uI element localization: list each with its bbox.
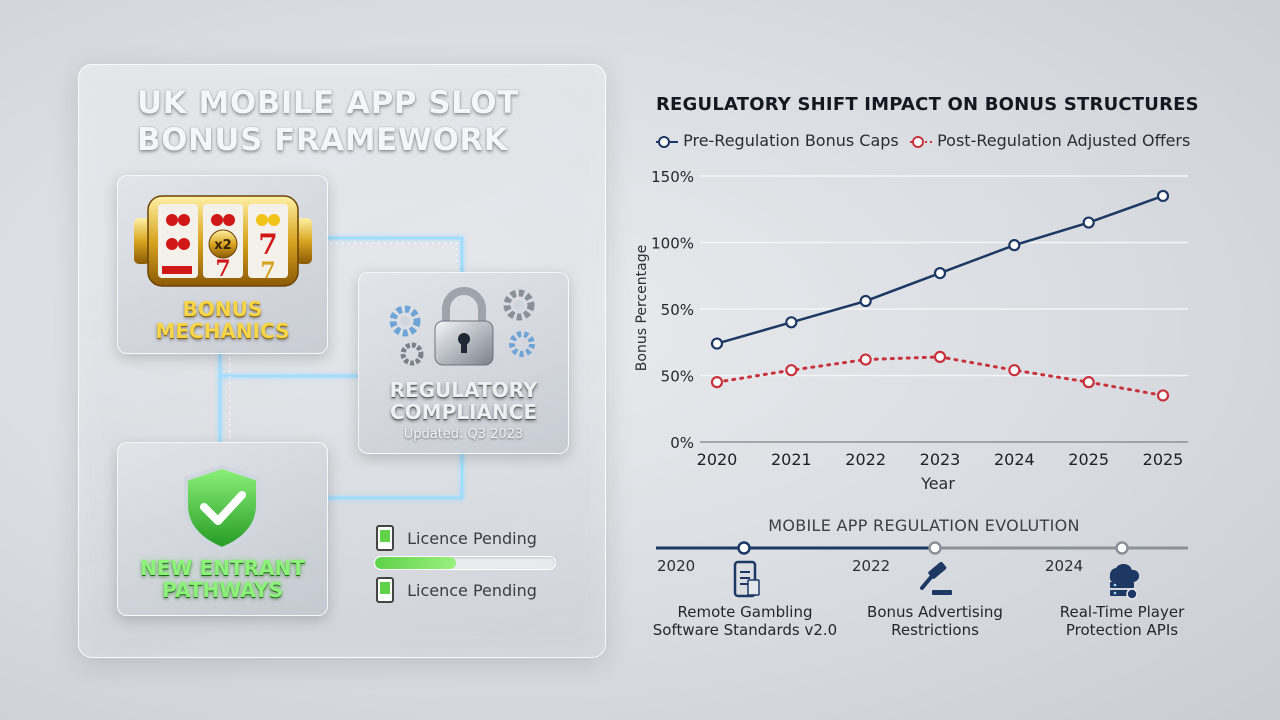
legend-item-post[interactable]: Post-Regulation Adjusted Offers	[910, 131, 1190, 150]
new-entrant-line2: PATHWAYS	[162, 578, 283, 602]
gavel-icon	[920, 561, 952, 595]
x-axis-label: Year	[920, 474, 955, 493]
chart-title: REGULATORY SHIFT IMPACT ON BONUS STRUCTU…	[656, 94, 1199, 115]
framework-title-line2: BONUS FRAMEWORK	[137, 122, 509, 158]
download-phone-icon	[376, 525, 394, 551]
y-tick-label: 150%	[651, 168, 694, 186]
licence-status-text: Licence Pending	[407, 580, 537, 600]
bonus-mechanics-line1: BONUS	[182, 297, 263, 321]
new-entrant-card[interactable]: NEW ENTRANT PATHWAYS	[117, 442, 328, 616]
data-point[interactable]	[785, 316, 798, 329]
shield-check-icon	[184, 464, 260, 552]
timeline-node	[928, 541, 942, 555]
gear-icon	[503, 289, 535, 321]
slot-machine-icon: x2 7 7 7	[134, 195, 312, 287]
x-tick-label: 2024	[994, 450, 1035, 469]
gear-icon	[400, 342, 424, 366]
cloud-server-icon	[1109, 563, 1140, 600]
regulatory-compliance-label: REGULATORY COMPLIANCE	[359, 379, 568, 423]
timeline-event-line: Restrictions	[891, 621, 979, 639]
timeline-event-line: Bonus Advertising	[867, 603, 1003, 621]
x-tick-label: 2020	[697, 450, 738, 469]
svg-text:7: 7	[215, 256, 230, 282]
licence-status-row: Licence Pending	[376, 577, 537, 603]
y-tick-label: 0%	[670, 434, 694, 452]
x-tick-label: 2022	[845, 450, 886, 469]
data-point[interactable]	[859, 294, 872, 308]
framework-title-line1: UK MOBILE APP SLOT	[137, 85, 519, 121]
timeline-year: 2020	[657, 557, 696, 575]
svg-text:7: 7	[260, 258, 275, 284]
compliance-updated-text: Updated: Q3 2023	[403, 427, 524, 442]
regulatory-compliance-line1: REGULATORY	[389, 378, 538, 402]
timeline-year: 2022	[852, 557, 891, 575]
framework-title: UK MOBILE APP SLOT BONUS FRAMEWORK	[137, 85, 557, 159]
licence-progress-bar	[374, 556, 556, 570]
svg-text:7: 7	[258, 228, 277, 261]
y-axis-label: Bonus Percentage	[634, 245, 650, 371]
regulatory-compliance-card[interactable]: REGULATORY COMPLIANCE Updated: Q3 2023	[358, 272, 569, 454]
legend-label-post: Post-Regulation Adjusted Offers	[937, 131, 1191, 150]
licence-status-row: Licence Pending	[376, 525, 537, 551]
new-entrant-line1: NEW ENTRANT	[140, 556, 305, 580]
timeline-event-label: Remote Gambling Software Standards v2.0	[645, 603, 845, 639]
timeline-year: 2024	[1045, 557, 1084, 575]
data-point[interactable]	[1008, 364, 1021, 377]
data-point[interactable]	[1008, 239, 1021, 252]
legend-marker-post	[910, 135, 932, 148]
bonus-mechanics-card[interactable]: x2 7 7 7 BONUS MECHANICS	[117, 175, 328, 354]
timeline-event-line: Remote Gambling	[677, 603, 813, 621]
y-tick-label: 100%	[651, 235, 694, 253]
timeline-event-label: Real-Time Player Protection APIs	[1022, 603, 1222, 639]
data-point[interactable]	[710, 337, 724, 350]
data-point[interactable]	[1082, 376, 1095, 389]
bonus-mechanics-label: BONUS MECHANICS	[118, 298, 327, 342]
legend-label-pre: Pre-Regulation Bonus Caps	[683, 131, 899, 150]
legend-marker-pre	[656, 135, 678, 148]
data-point[interactable]	[1156, 389, 1170, 402]
phone-document-icon	[733, 560, 760, 598]
data-point[interactable]	[859, 353, 872, 366]
slot-multiplier-text: x2	[214, 238, 231, 253]
timeline-node	[1115, 541, 1129, 555]
padlock-icon	[434, 287, 494, 366]
data-point[interactable]	[710, 376, 724, 389]
timeline-event-line: Software Standards v2.0	[652, 621, 838, 639]
timeline-event-line: Protection APIs	[1065, 621, 1179, 639]
download-phone-icon	[376, 577, 394, 603]
timeline-event-line: Real-Time Player	[1059, 603, 1185, 621]
y-tick-label: 50%	[661, 301, 694, 319]
bonus-mechanics-line2: MECHANICS	[155, 319, 290, 343]
timeline-title: MOBILE APP REGULATION EVOLUTION	[768, 516, 1080, 535]
timeline-event-label: Bonus Advertising Restrictions	[835, 603, 1035, 639]
data-point[interactable]	[1156, 189, 1170, 203]
gear-icon	[509, 331, 535, 357]
licence-progress-fill	[375, 557, 456, 569]
data-point[interactable]	[1082, 216, 1095, 229]
series-line-0	[715, 194, 1165, 345]
data-point[interactable]	[933, 266, 947, 280]
x-tick-label: 2021	[771, 450, 812, 469]
x-tick-label: 2023	[920, 450, 961, 469]
regulatory-compliance-line2: COMPLIANCE	[390, 400, 537, 424]
x-tick-label: 2025	[1068, 450, 1109, 469]
series-line-1	[715, 355, 1165, 397]
y-tick-label: 50%	[661, 368, 694, 386]
licence-status-text: Licence Pending	[407, 528, 537, 548]
x-tick-label: 2025	[1143, 450, 1184, 469]
gear-icon	[389, 305, 421, 337]
new-entrant-label: NEW ENTRANT PATHWAYS	[118, 557, 327, 601]
data-point[interactable]	[933, 350, 947, 363]
timeline-node	[737, 541, 751, 555]
data-point[interactable]	[785, 364, 798, 377]
legend-item-pre[interactable]: Pre-Regulation Bonus Caps	[656, 131, 899, 150]
